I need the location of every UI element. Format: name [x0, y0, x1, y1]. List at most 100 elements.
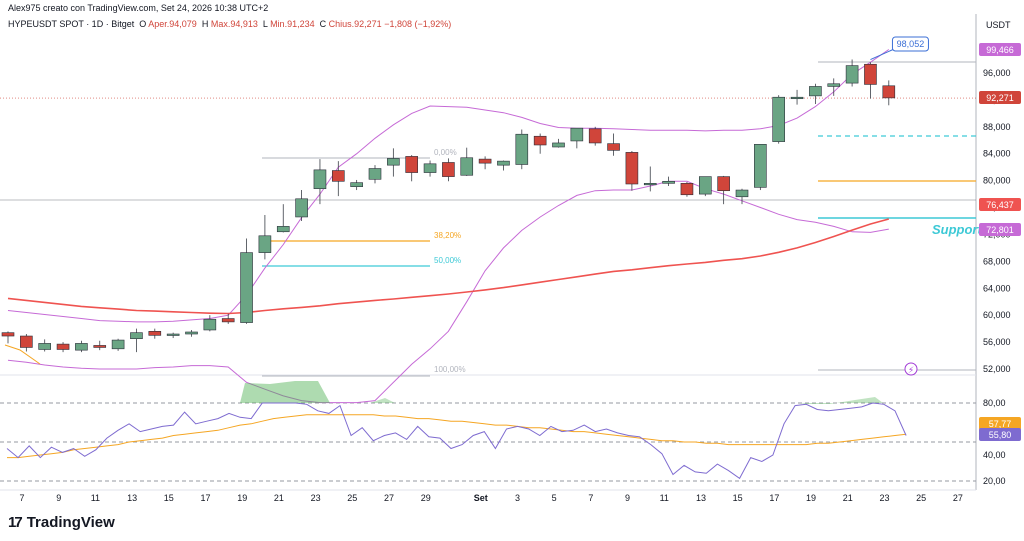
- candle-up: [185, 331, 198, 335]
- candle-down: [625, 152, 639, 185]
- change-value: −1,808 (−1,92%): [384, 19, 452, 29]
- brand-name: TradingView: [26, 514, 115, 531]
- date-tick-label: 11: [91, 493, 100, 503]
- price-tick-label: 60,000: [983, 310, 1011, 320]
- price-tick-label: 68,000: [983, 256, 1011, 266]
- date-tick-label: 17: [769, 493, 779, 503]
- candle-up: [387, 158, 400, 166]
- candle-down: [331, 170, 345, 182]
- open-label: O: [139, 19, 147, 29]
- candle-up: [809, 86, 822, 97]
- price-tick-label: 80,000: [983, 176, 1011, 186]
- bb-lower-price-tag: 72,801: [986, 225, 1014, 235]
- price-tick-label: 56,000: [983, 337, 1011, 347]
- date-tick-label: 9: [56, 493, 61, 503]
- ema-price-tag: 76,437: [986, 200, 1014, 210]
- date-tick-label: 25: [347, 493, 357, 503]
- rsi-ma-tag: 57,77: [989, 419, 1012, 429]
- candle-up: [368, 168, 382, 180]
- open-value: Aper.94,079: [148, 19, 197, 29]
- candle-up: [258, 235, 272, 253]
- lightning-icon: ⚡: [908, 366, 914, 376]
- candle-up: [130, 332, 143, 340]
- date-tick-label: 5: [552, 493, 557, 503]
- date-tick-label: 15: [733, 493, 743, 503]
- low-label: L: [262, 19, 268, 29]
- rsi-ma-line: [7, 414, 907, 459]
- date-tick-label: Set: [474, 493, 488, 503]
- candle-up: [772, 96, 786, 142]
- candle-up: [790, 96, 804, 100]
- price-tick-label: 84,000: [983, 149, 1011, 159]
- candle-down: [607, 143, 620, 151]
- candle-up: [662, 181, 675, 184]
- callout-pointer: [870, 47, 897, 61]
- bb-upper-price-tag-bg: [979, 43, 1021, 56]
- fib-382-label: 38,20%: [434, 231, 461, 240]
- fib-0-label: 0,00%: [434, 148, 457, 157]
- date-tick-label: 13: [696, 493, 706, 503]
- candle-down: [20, 335, 33, 348]
- candle-up: [203, 318, 217, 331]
- candle-up: [497, 160, 510, 166]
- date-tick-label: 11: [660, 493, 669, 503]
- low-value: Min.91,234: [270, 19, 315, 29]
- candle-down: [717, 176, 730, 192]
- rsi-line: [6, 402, 907, 480]
- candle-down: [864, 63, 877, 85]
- rsi-value-tag-bg: [979, 428, 1021, 441]
- high-label: H: [201, 19, 209, 29]
- bollinger-upper-band: [7, 49, 890, 323]
- date-tick-label: 13: [127, 493, 137, 503]
- candle-up: [313, 169, 327, 190]
- date-tick-label: 3: [515, 493, 520, 503]
- candle-up: [111, 339, 125, 350]
- high-callout-box: [891, 36, 929, 52]
- ema-line: [7, 218, 890, 315]
- close-label: C: [319, 19, 327, 29]
- currency-label: USDT: [986, 20, 1011, 30]
- ohlc-legend: HYPEUSDT SPOT · 1D · Bitget O Aper.94,07…: [8, 19, 451, 29]
- date-tick-label: 29: [421, 493, 431, 503]
- candle-up: [515, 133, 529, 165]
- date-tick-label: 19: [237, 493, 247, 503]
- fib-100-label: 100,00%: [434, 365, 466, 374]
- rsi-ma-tag-bg: [979, 417, 1021, 430]
- candle-up: [845, 65, 859, 84]
- candle-up: [698, 176, 712, 195]
- candle-up: [276, 226, 290, 233]
- tradingview-brand[interactable]: 17 TradingView: [8, 514, 115, 531]
- candle-up: [295, 198, 308, 218]
- candle-down: [882, 85, 896, 99]
- date-tick-label: 23: [879, 493, 889, 503]
- alert-circle-icon: [904, 362, 918, 376]
- candle-down: [680, 183, 694, 196]
- price-tick-label: 88,000: [983, 122, 1011, 132]
- price-tick-label: 64,000: [983, 283, 1011, 293]
- date-tick-label: 19: [806, 493, 816, 503]
- rsi-overbought-fill: [240, 381, 330, 403]
- date-tick-label: 7: [588, 493, 593, 503]
- bb-lower-price-tag-bg: [979, 223, 1021, 236]
- date-tick-label: 9: [625, 493, 630, 503]
- date-tick-label: 15: [164, 493, 174, 503]
- candle-up: [735, 189, 749, 198]
- date-tick-label: 17: [200, 493, 210, 503]
- candle-up: [75, 343, 88, 351]
- candle-up: [643, 183, 657, 186]
- date-tick-label: 21: [843, 493, 853, 503]
- rsi-tick-label: 20,00: [983, 476, 1006, 486]
- fib-50-label: 50,00%: [434, 256, 461, 265]
- rsi-value-tag: 55,80: [989, 430, 1012, 440]
- publisher-line: Alex975 creato con TradingView.com, Set …: [8, 3, 269, 13]
- rsi-tick-label: 40,00: [983, 450, 1006, 460]
- candle-up: [460, 157, 474, 176]
- date-tick-label: 7: [19, 493, 24, 503]
- symbol-label[interactable]: HYPEUSDT SPOT · 1D · Bitget: [8, 19, 135, 29]
- candle-up: [570, 127, 584, 142]
- rsi-overbought-fill: [800, 397, 883, 404]
- date-tick-label: 25: [916, 493, 926, 503]
- candle-down: [221, 318, 235, 323]
- close-value: Chius.92,271: [328, 19, 382, 29]
